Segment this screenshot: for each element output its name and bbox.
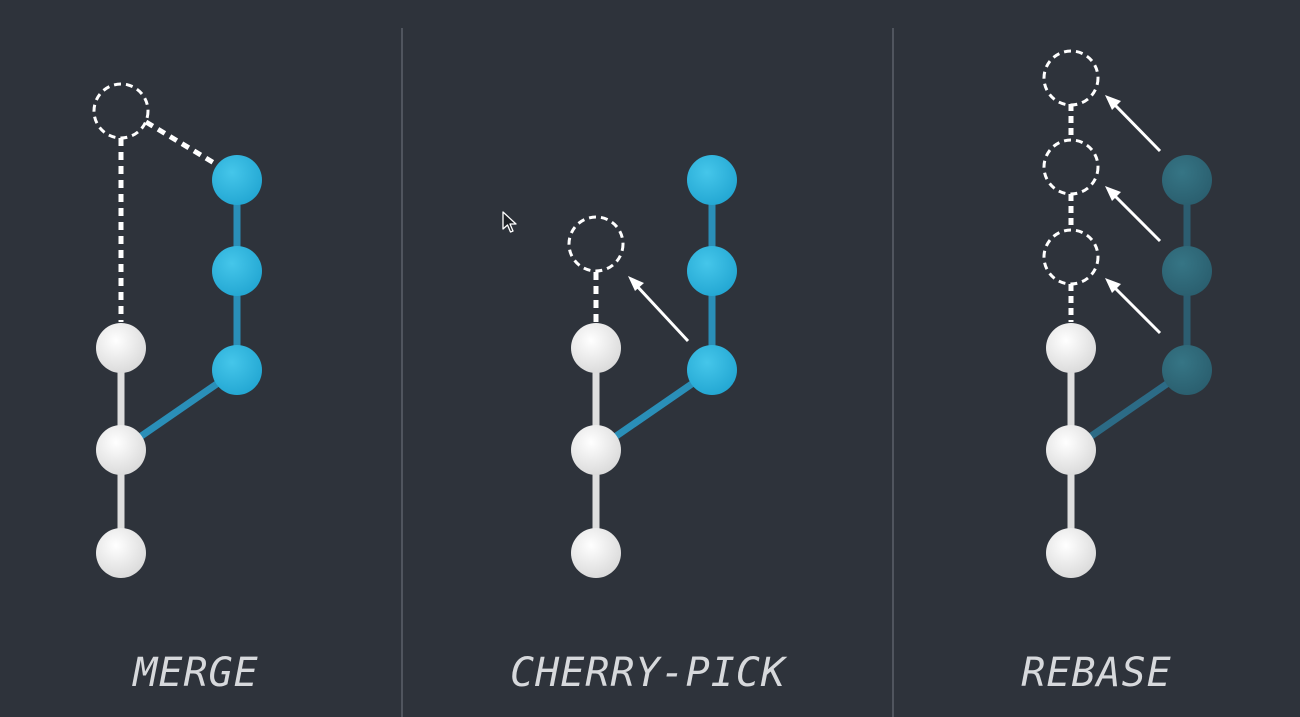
cherry-pick-label: CHERRY-PICK bbox=[510, 650, 786, 696]
rebased-commit-new bbox=[1042, 228, 1100, 286]
main-commit bbox=[571, 425, 621, 475]
merge-label: MERGE bbox=[133, 650, 259, 696]
faded-feature-commit bbox=[1162, 246, 1212, 296]
rebase-label: REBASE bbox=[1021, 650, 1172, 696]
rebase-arrow bbox=[1105, 278, 1162, 335]
main-commit bbox=[1046, 323, 1096, 373]
merge-commit-new bbox=[92, 82, 150, 140]
main-commit bbox=[571, 528, 621, 578]
merge-dotted-line-feature bbox=[144, 119, 216, 166]
cherry-pick-arrow bbox=[628, 276, 690, 343]
faded-feature-commit bbox=[1162, 155, 1212, 205]
merge-panel bbox=[92, 82, 262, 578]
main-commit bbox=[1046, 425, 1096, 475]
feature-commit bbox=[212, 246, 262, 296]
main-commit bbox=[1046, 528, 1096, 578]
feature-commit bbox=[212, 345, 262, 395]
main-commit bbox=[96, 323, 146, 373]
rebase-arrow bbox=[1105, 95, 1162, 153]
feature-commit bbox=[687, 246, 737, 296]
mouse-pointer-icon bbox=[502, 211, 517, 233]
rebase-panel bbox=[1042, 49, 1212, 578]
main-commit bbox=[96, 425, 146, 475]
cherry-picked-commit-new bbox=[567, 215, 625, 273]
main-commit bbox=[571, 323, 621, 373]
rebase-arrow bbox=[1105, 186, 1162, 243]
feature-commit bbox=[687, 345, 737, 395]
feature-commit bbox=[687, 155, 737, 205]
feature-commit bbox=[212, 155, 262, 205]
main-commit bbox=[96, 528, 146, 578]
cherry-pick-panel bbox=[567, 155, 737, 578]
faded-feature-commit bbox=[1162, 345, 1212, 395]
rebased-commit-new bbox=[1042, 49, 1100, 107]
rebased-commit-new bbox=[1042, 138, 1100, 196]
